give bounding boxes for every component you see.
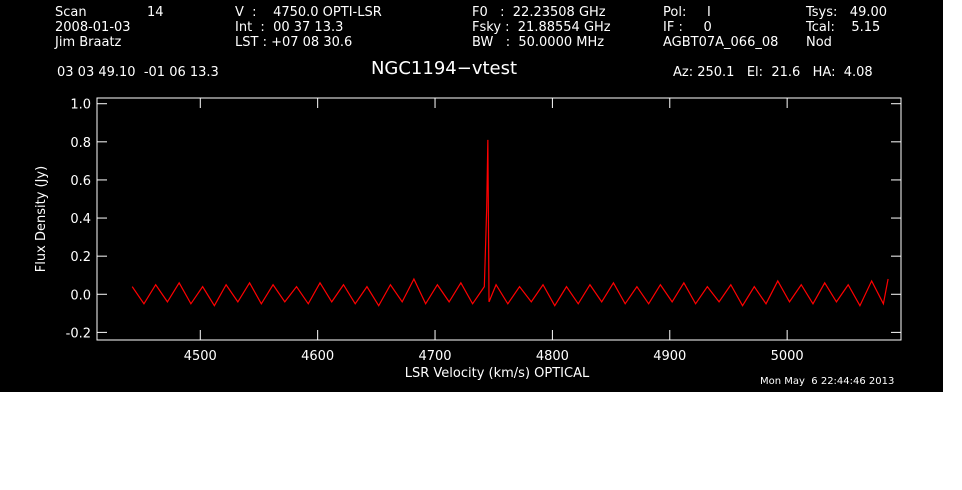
header-text: BW : 50.0000 MHz <box>472 35 605 50</box>
x-tick-label: 4900 <box>653 349 686 364</box>
header-text: 03 03 49.10 -01 06 13.3 <box>57 65 219 80</box>
header-text: Az: 250.1 El: 21.6 HA: 4.08 <box>673 65 873 80</box>
x-tick-label: 5000 <box>771 349 804 364</box>
header-text: F0 : 22.23508 GHz <box>472 5 606 20</box>
header-text: Nod <box>806 35 832 50</box>
x-tick-label: 4500 <box>184 349 217 364</box>
y-tick-label: 0.8 <box>70 136 91 151</box>
spectrum-line <box>131 139 889 308</box>
x-tick-label: 4800 <box>536 349 569 364</box>
header-text: 14 <box>147 5 164 20</box>
plot-frame <box>96 97 902 341</box>
header-text: AGBT07A_066_08 <box>663 35 779 50</box>
y-tick-label: 0.4 <box>70 212 91 227</box>
y-tick-label: -0.2 <box>66 326 91 341</box>
y-tick-label: 1.0 <box>70 98 91 113</box>
y-axis-label: Flux Density (Jy) <box>34 166 49 272</box>
header-text: 2008-01-03 <box>55 20 131 35</box>
x-tick-label: 4700 <box>418 349 451 364</box>
header-text: IF : 0 <box>663 20 712 35</box>
header-text: Pol: I <box>663 5 711 20</box>
y-tick-label: 0.0 <box>70 288 91 303</box>
header-text: Fsky : 21.88554 GHz <box>472 20 611 35</box>
y-tick-label: 0.6 <box>70 174 91 189</box>
chart-title: NGC1194−vtest <box>370 58 518 79</box>
x-tick-label: 4600 <box>301 349 334 364</box>
y-tick-label: 0.2 <box>70 250 91 265</box>
x-axis-label: LSR Velocity (km/s) OPTICAL <box>405 366 590 381</box>
plot-window: Scan 14 2008-01-03 Jim Braatz 03 03 49.1… <box>0 0 943 392</box>
header-text: Tsys: 49.00 <box>806 5 888 20</box>
header-text: LST : +07 08 30.6 <box>235 35 353 50</box>
header-text: V : 4750.0 OPTI-LSR <box>235 5 382 20</box>
timestamp: Mon May 6 22:44:46 2013 <box>760 376 895 387</box>
header-text: Int : 00 37 13.3 <box>235 20 344 35</box>
header-text: Jim Braatz <box>55 35 122 50</box>
chart: LSR Velocity (km/s) OPTICAL Flux Density… <box>34 97 902 381</box>
header-text: Scan <box>55 5 87 20</box>
header-text: Tcal: 5.15 <box>806 20 881 35</box>
